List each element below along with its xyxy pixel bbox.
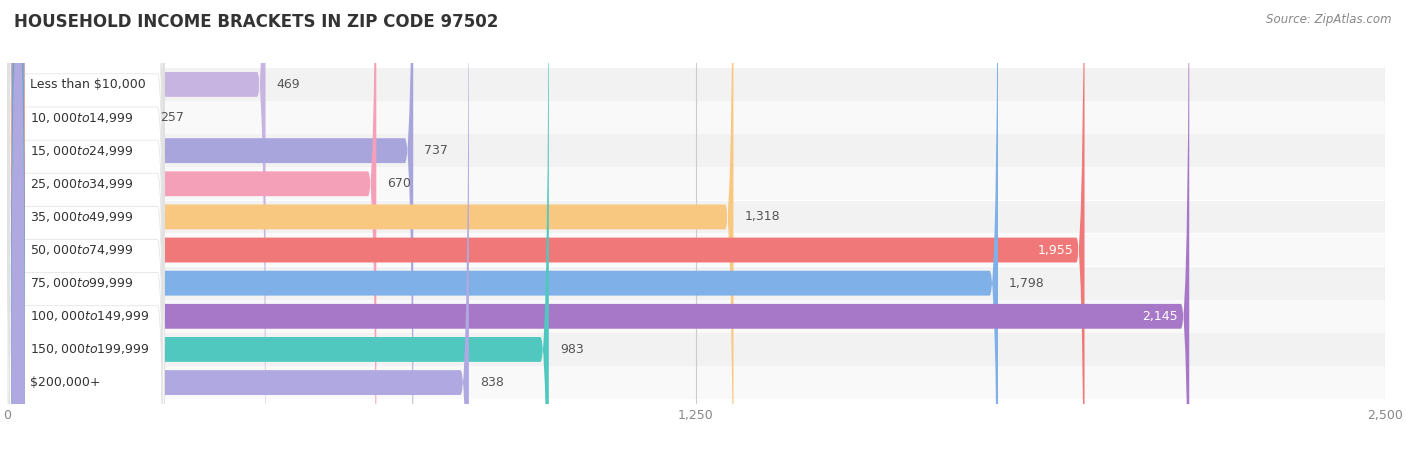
Text: $50,000 to $74,999: $50,000 to $74,999 (30, 243, 134, 257)
FancyBboxPatch shape (7, 0, 165, 438)
Bar (7, 267, 1385, 299)
Bar (7, 333, 1385, 366)
Text: $100,000 to $149,999: $100,000 to $149,999 (30, 309, 149, 323)
Circle shape (13, 0, 24, 449)
Text: 257: 257 (160, 111, 184, 124)
Text: Source: ZipAtlas.com: Source: ZipAtlas.com (1267, 13, 1392, 26)
FancyBboxPatch shape (7, 0, 165, 449)
Circle shape (13, 0, 24, 449)
Text: 1,955: 1,955 (1038, 243, 1074, 256)
Bar (7, 201, 1385, 233)
Text: $35,000 to $49,999: $35,000 to $49,999 (30, 210, 134, 224)
FancyBboxPatch shape (7, 0, 734, 449)
FancyBboxPatch shape (7, 0, 1084, 449)
Text: 838: 838 (479, 376, 503, 389)
FancyBboxPatch shape (7, 0, 468, 449)
Text: 1,798: 1,798 (1010, 277, 1045, 290)
Text: HOUSEHOLD INCOME BRACKETS IN ZIP CODE 97502: HOUSEHOLD INCOME BRACKETS IN ZIP CODE 97… (14, 13, 499, 31)
FancyBboxPatch shape (7, 0, 266, 449)
Circle shape (13, 0, 24, 449)
Circle shape (13, 0, 24, 449)
Text: $150,000 to $199,999: $150,000 to $199,999 (30, 343, 149, 357)
Text: 737: 737 (425, 144, 449, 157)
FancyBboxPatch shape (7, 0, 413, 449)
FancyBboxPatch shape (7, 0, 165, 449)
Text: 1,318: 1,318 (744, 211, 780, 224)
Bar (7, 68, 1385, 101)
FancyBboxPatch shape (7, 0, 998, 449)
Bar (7, 233, 1385, 266)
Circle shape (13, 0, 24, 449)
Text: 983: 983 (560, 343, 583, 356)
FancyBboxPatch shape (7, 0, 165, 449)
Bar (7, 300, 1385, 333)
FancyBboxPatch shape (7, 0, 165, 449)
FancyBboxPatch shape (7, 29, 165, 449)
Text: 2,145: 2,145 (1143, 310, 1178, 323)
FancyBboxPatch shape (7, 0, 548, 449)
Bar (7, 134, 1385, 167)
Text: Less than $10,000: Less than $10,000 (30, 78, 146, 91)
Bar (7, 101, 1385, 134)
Circle shape (13, 0, 24, 449)
Circle shape (13, 0, 24, 449)
Text: 469: 469 (277, 78, 299, 91)
Text: $75,000 to $99,999: $75,000 to $99,999 (30, 276, 134, 290)
Circle shape (13, 0, 24, 449)
FancyBboxPatch shape (7, 0, 165, 449)
FancyBboxPatch shape (7, 0, 1189, 449)
Text: $10,000 to $14,999: $10,000 to $14,999 (30, 110, 134, 124)
Text: $15,000 to $24,999: $15,000 to $24,999 (30, 144, 134, 158)
FancyBboxPatch shape (7, 0, 165, 405)
Bar (7, 167, 1385, 200)
Text: $25,000 to $34,999: $25,000 to $34,999 (30, 177, 134, 191)
Circle shape (13, 0, 24, 449)
Circle shape (13, 18, 24, 449)
FancyBboxPatch shape (7, 62, 165, 449)
Bar (7, 366, 1385, 399)
FancyBboxPatch shape (7, 0, 165, 449)
Text: 670: 670 (387, 177, 411, 190)
FancyBboxPatch shape (7, 0, 149, 449)
FancyBboxPatch shape (7, 0, 377, 449)
Text: $200,000+: $200,000+ (30, 376, 101, 389)
